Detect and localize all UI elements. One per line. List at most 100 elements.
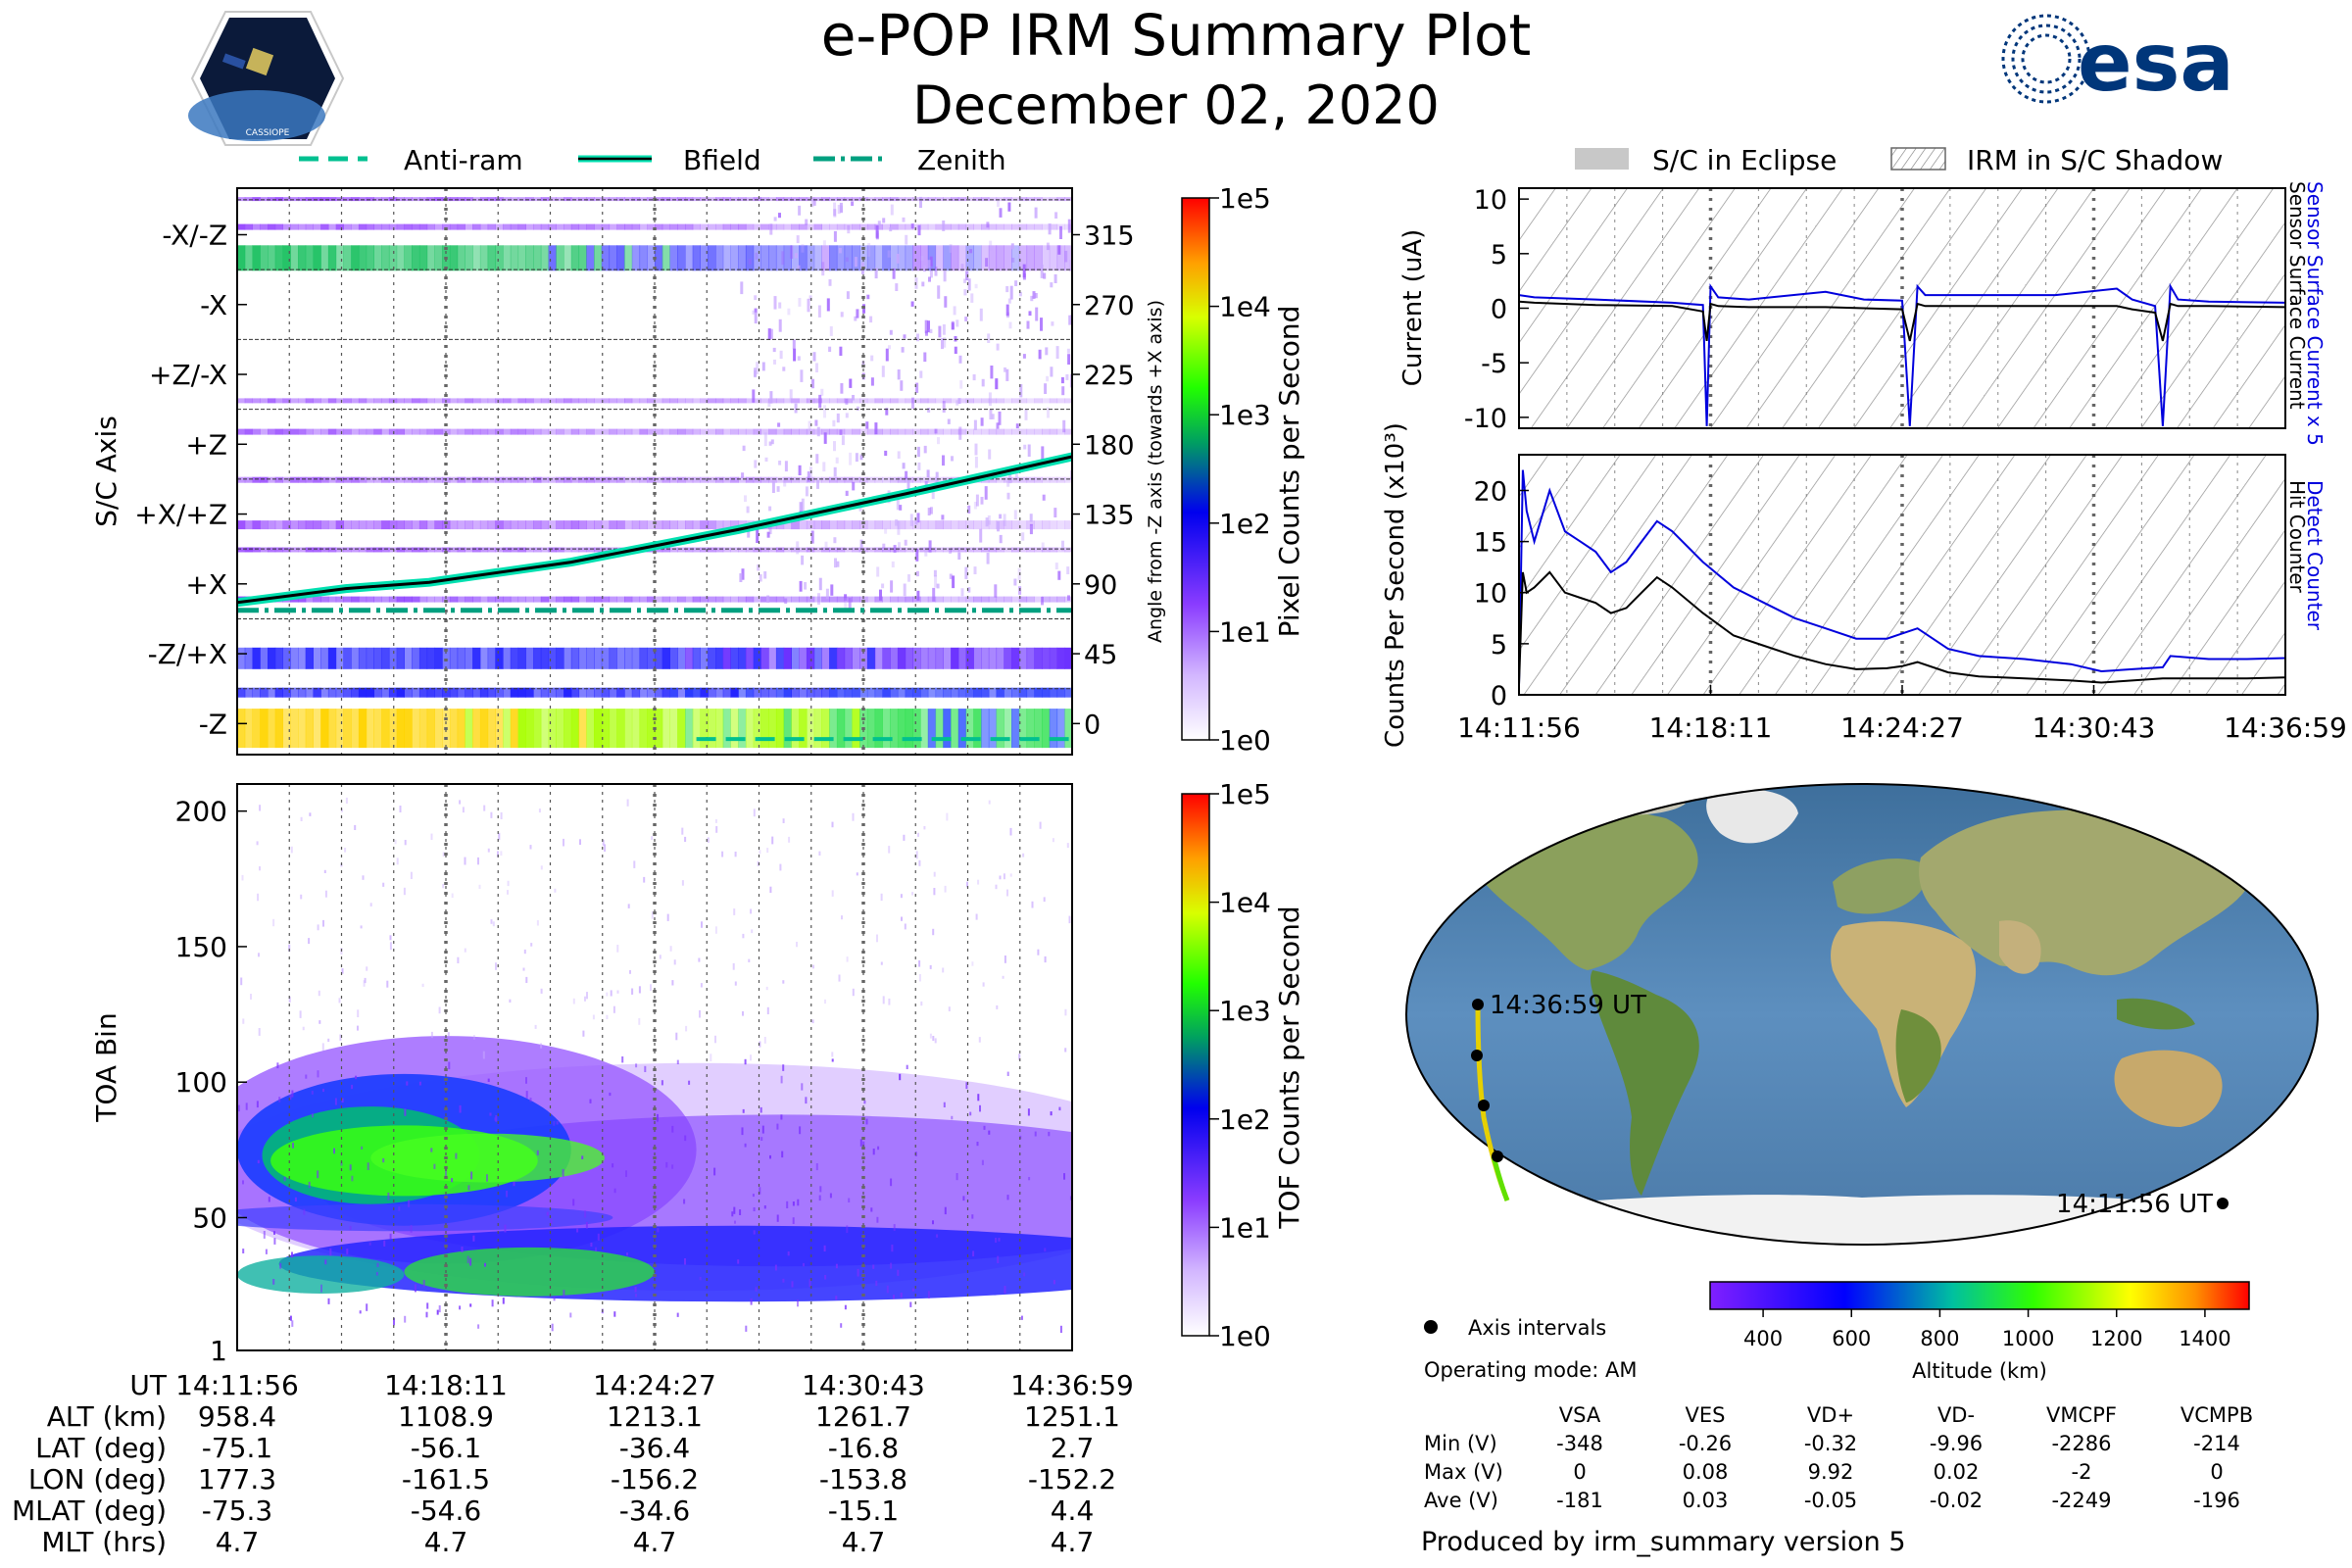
spectrogram-speckle: [971, 961, 974, 966]
spectrogram-cell: [418, 428, 428, 435]
spectrogram-speckle: [367, 1162, 369, 1170]
spectrogram-speckle: [470, 1171, 473, 1180]
spectrogram-speckle: [834, 558, 837, 568]
spectrogram-speckle: [751, 929, 754, 934]
spectrogram-cell: [775, 245, 785, 271]
spectrogram-cell: [290, 547, 299, 553]
spectrogram-speckle: [944, 885, 947, 893]
voltage-column-header: VD-: [1937, 1403, 1975, 1427]
spectrogram-cell: [388, 547, 398, 553]
spectrogram-cell: [533, 547, 542, 553]
spectrogram-cell: [799, 428, 808, 435]
spectrogram-cell: [677, 647, 686, 669]
spectrogram-speckle: [782, 1064, 785, 1071]
spectrogram-speckle: [948, 1006, 951, 1011]
spectrogram-speckle: [836, 561, 840, 567]
spectrogram-cell: [655, 520, 663, 530]
spectrogram-speckle: [788, 836, 791, 843]
spectrogram-cell: [290, 709, 299, 749]
spectrogram-speckle: [783, 478, 787, 487]
spectrogram-cell: [556, 223, 564, 230]
spectrogram-speckle: [451, 1178, 454, 1183]
spectrogram-cell: [1064, 476, 1072, 483]
spectrogram-cell: [274, 197, 283, 202]
spectrogram-cell: [806, 223, 815, 230]
spectrogram-cell: [738, 687, 747, 698]
axis-intervals-label: Axis intervals: [1468, 1316, 1606, 1340]
spectrogram-cell: [897, 223, 906, 230]
spectrogram-cell: [647, 428, 656, 435]
spectrogram-cell: [852, 647, 860, 669]
spectrogram-cell: [775, 197, 785, 202]
y-tick-label: +X/+Z: [134, 499, 227, 531]
spectrogram-cell: [472, 547, 481, 553]
spectrogram-cell: [844, 547, 853, 553]
spectrogram-cell: [685, 476, 694, 483]
spectrogram-speckle: [797, 1199, 800, 1206]
spectrogram-speckle: [681, 880, 684, 886]
spectrogram-speckle: [523, 949, 526, 955]
spectrogram-cell: [1011, 197, 1020, 202]
spectrogram-cell: [472, 687, 481, 698]
spectrogram-cell: [616, 476, 625, 483]
spectrogram-cell: [722, 647, 731, 669]
spectrogram-cell: [957, 197, 967, 202]
spectrogram-speckle: [1047, 407, 1050, 418]
spectrogram-cell: [897, 398, 906, 404]
spectrogram-speckle: [782, 1278, 785, 1283]
spectrogram-speckle: [875, 1280, 878, 1287]
spectrogram-cell: [897, 709, 906, 749]
spectrogram-speckle: [457, 956, 460, 963]
ephemeris-value: 1251.1: [1024, 1400, 1120, 1433]
spectrogram-cell: [396, 596, 405, 603]
spectrogram-speckle: [810, 199, 814, 208]
spectrogram-cell: [601, 520, 611, 530]
spectrogram-cell: [616, 223, 625, 230]
spectrogram-cell: [244, 476, 253, 483]
spectrogram-speckle: [1041, 542, 1045, 553]
spectrogram-cell: [685, 596, 694, 603]
spectrogram-cell: [957, 709, 967, 749]
spectrogram-cell: [1034, 476, 1043, 483]
spectrogram-speckle: [929, 1033, 932, 1039]
spectrogram-speckle: [949, 549, 953, 554]
spectrogram-cell: [320, 596, 329, 603]
spectrogram-speckle: [872, 1149, 875, 1155]
spectrogram-cell: [517, 197, 526, 202]
spectrogram-speckle: [951, 322, 955, 330]
spectrogram-cell: [692, 596, 701, 603]
spectrogram-speckle: [433, 1163, 436, 1169]
spectrogram-speckle: [899, 1073, 902, 1081]
spectrogram-speckle: [805, 1097, 808, 1104]
spectrogram-cell: [806, 596, 815, 603]
spectrogram-speckle: [769, 223, 773, 235]
spectrogram-speckle: [308, 938, 311, 945]
spectrogram-cell: [905, 520, 913, 530]
spectrogram-cell: [1011, 223, 1020, 230]
spectrogram-speckle: [1014, 471, 1018, 480]
spectrogram-cell: [775, 647, 785, 669]
spectrogram-cell: [988, 647, 998, 669]
spectrogram-cell: [996, 647, 1004, 669]
spectrogram-cell: [829, 709, 838, 749]
spectrogram-speckle: [746, 506, 750, 514]
spectrogram-cell: [358, 197, 368, 202]
spectrogram-cell: [465, 223, 473, 230]
y-tick-label: 0: [1491, 681, 1507, 711]
spectrogram-speckle: [572, 1199, 575, 1206]
y-tick-label: +Z: [185, 428, 227, 461]
spectrogram-cell: [343, 709, 352, 749]
spectrogram-cell: [1004, 223, 1012, 230]
spectrogram-cell: [1034, 398, 1043, 404]
spectrogram-cell: [320, 197, 329, 202]
spectrogram-speckle: [1069, 1196, 1072, 1200]
ephemeris-value: -15.1: [828, 1494, 899, 1527]
spectrogram-cell: [730, 596, 739, 603]
map-frame: [1405, 783, 2319, 1246]
spectrogram-cell: [510, 476, 519, 483]
spectrogram-cell: [935, 197, 944, 202]
spectrogram-speckle: [540, 865, 543, 870]
spectrogram-speckle: [824, 541, 828, 549]
